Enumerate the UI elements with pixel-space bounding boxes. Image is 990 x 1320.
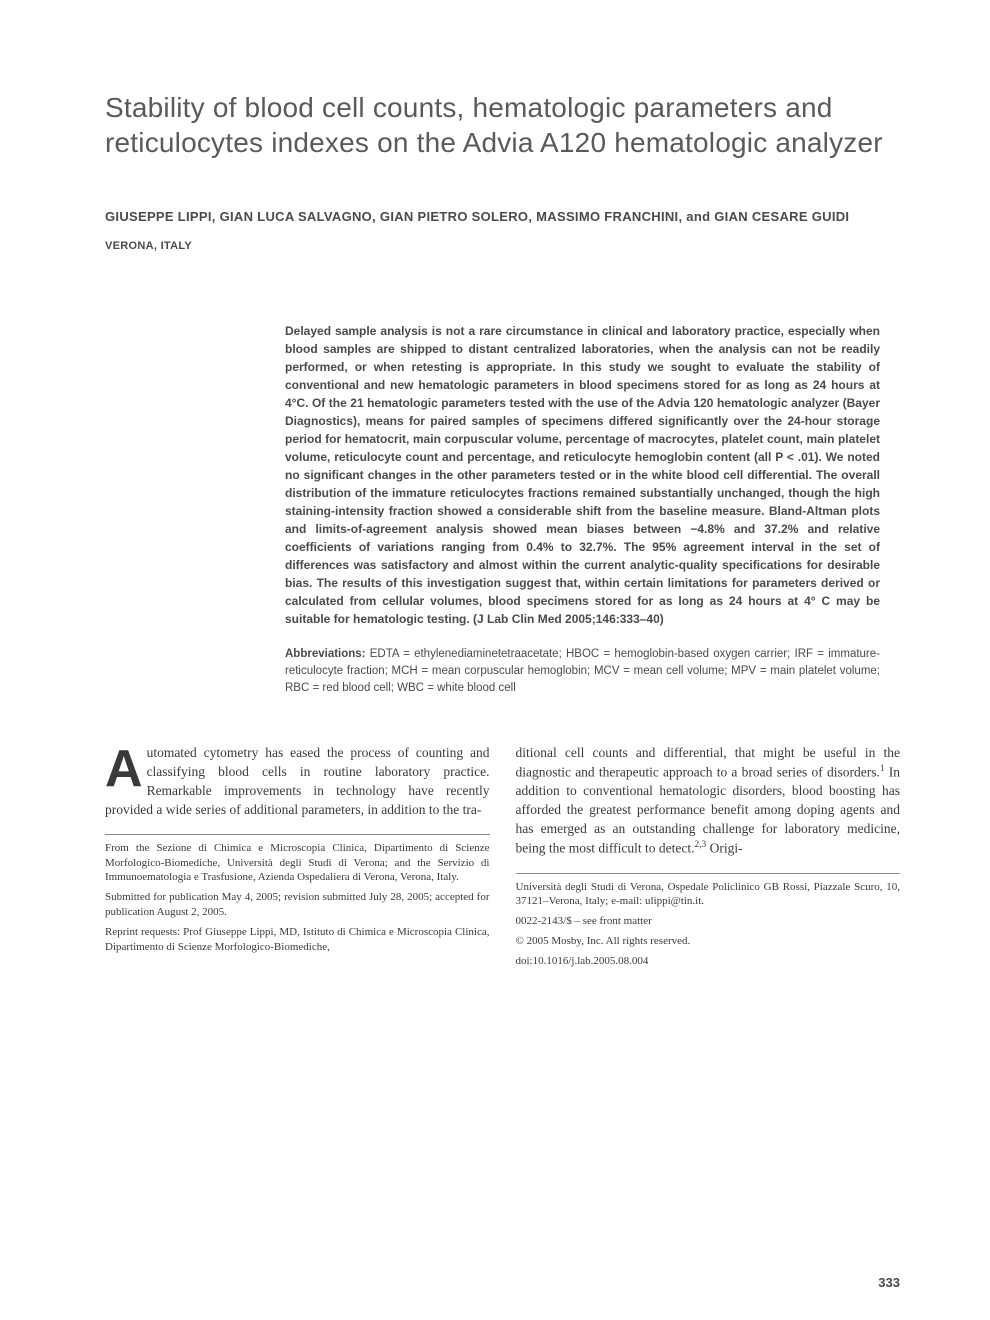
footnote-reprint: Reprint requests: Prof Giuseppe Lippi, M… [105, 925, 490, 955]
footnote-issn: 0022-2143/$ – see front matter [516, 914, 901, 929]
page-number: 333 [878, 1275, 900, 1290]
body-columns: Automated cytometry has eased the proces… [105, 744, 900, 974]
body-col2-text-1: ditional cell counts and differential, t… [516, 745, 901, 779]
citation-superscript: 2,3 [694, 840, 706, 850]
footnotes-right: Università degli Studi di Verona, Ospeda… [516, 873, 901, 969]
column-left: Automated cytometry has eased the proces… [105, 744, 490, 974]
abbreviations-text: EDTA = ethylenediaminetetraacetate; HBOC… [285, 648, 880, 693]
column-right: ditional cell counts and differential, t… [516, 744, 901, 974]
footnote-dates: Submitted for publication May 4, 2005; r… [105, 890, 490, 920]
body-paragraph: ditional cell counts and differential, t… [516, 744, 901, 858]
author-list: GIUSEPPE LIPPI, GIAN LUCA SALVAGNO, GIAN… [105, 208, 900, 226]
article-title: Stability of blood cell counts, hematolo… [105, 90, 900, 160]
abstract-text: Delayed sample analysis is not a rare ci… [285, 322, 880, 628]
abbreviations-block: Abbreviations: EDTA = ethylenediaminetet… [285, 646, 880, 696]
body-col2-text-3: Origi- [706, 841, 742, 856]
footnote-address: Università degli Studi di Verona, Ospeda… [516, 880, 901, 910]
body-paragraph: Automated cytometry has eased the proces… [105, 744, 490, 820]
footnote-doi: doi:10.1016/j.lab.2005.08.004 [516, 954, 901, 969]
abbreviations-label: Abbreviations: [285, 648, 366, 660]
dropcap-letter: A [105, 744, 147, 791]
body-col1-text: utomated cytometry has eased the process… [105, 745, 490, 817]
footnote-affiliation: From the Sezione di Chimica e Microscopi… [105, 841, 490, 886]
author-location: VERONA, ITALY [105, 240, 900, 252]
footnote-copyright: © 2005 Mosby, Inc. All rights reserved. [516, 934, 901, 949]
footnotes-left: From the Sezione di Chimica e Microscopi… [105, 834, 490, 955]
